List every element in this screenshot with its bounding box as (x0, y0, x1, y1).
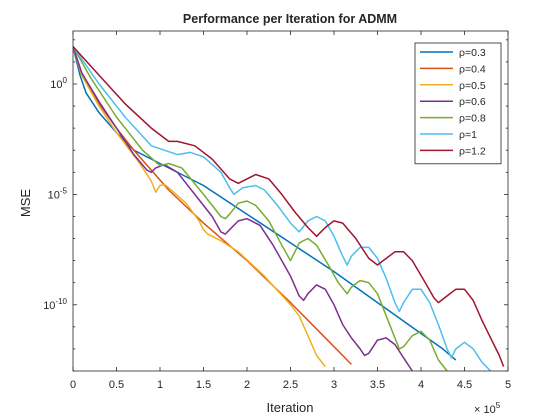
series-line (73, 45, 505, 367)
x-tick-label: 1 (157, 379, 163, 391)
legend-box (414, 42, 502, 165)
series-line (73, 46, 352, 365)
y-tick-label: 10-5 (48, 186, 68, 201)
legend-label: ρ=0.5 (459, 80, 486, 92)
x-tick-label: 2 (244, 379, 250, 391)
x-tick-label: 3.5 (370, 379, 385, 391)
chart-title: Performance per Iteration for ADMM (183, 12, 397, 26)
legend-label: ρ=0.4 (459, 63, 486, 75)
x-tick-label: 4 (418, 379, 424, 391)
series-line (73, 46, 326, 368)
x-tick-label: 4.5 (457, 379, 472, 391)
legend-label: ρ=0.3 (459, 47, 486, 59)
x-axis-label: Iteration (267, 400, 314, 415)
series-line (73, 46, 448, 371)
x-tick-label: 3 (331, 379, 337, 391)
x-exponent-power: 5 (496, 401, 501, 410)
y-axis-label: MSE (18, 189, 33, 218)
x-exponent-base: × 10 (474, 404, 496, 416)
legend-label: ρ=1.2 (459, 145, 486, 157)
x-axis: 0 0.5 1 1.5 2 2.5 3 3.5 4 4.5 5 (70, 31, 511, 391)
x-tick-label: 5 (505, 379, 511, 391)
legend-label: ρ=0.6 (459, 96, 486, 108)
x-tick-label: 2.5 (283, 379, 298, 391)
x-tick-label: 0 (70, 379, 76, 391)
series-line (73, 46, 492, 371)
legend-label: ρ=0.8 (459, 113, 486, 125)
series-line (73, 46, 413, 371)
series-layer (73, 45, 505, 371)
y-tick-label: 10-10 (43, 297, 67, 312)
x-tick-label: 0.5 (109, 379, 124, 391)
legend: ρ=0.3 ρ=0.4 ρ=0.5 ρ=0.6 ρ=0.8 ρ=1 ρ=1.2 (414, 42, 502, 165)
legend-label: ρ=1 (459, 129, 477, 141)
x-exponent-label: × 105 (474, 401, 501, 416)
y-tick-label: 100 (50, 76, 67, 91)
x-tick-label: 1.5 (196, 379, 211, 391)
y-axis: 100 10-5 10-10 (43, 39, 508, 372)
series-line (73, 46, 457, 361)
